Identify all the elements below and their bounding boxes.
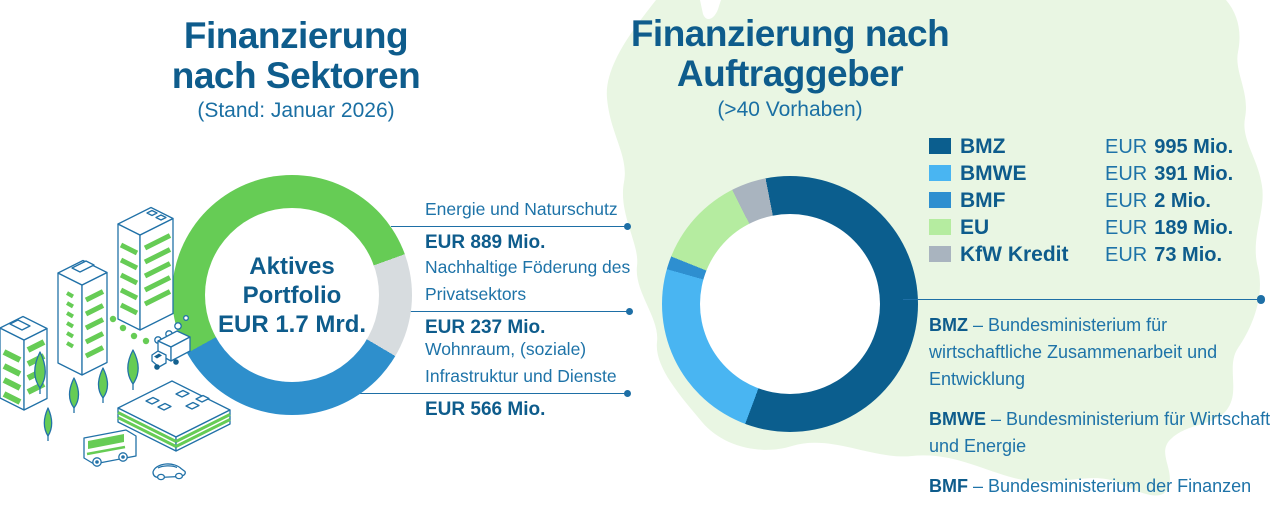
sector-value-wohnraum: EUR 566 Mio. xyxy=(425,399,546,420)
portfolio-center-value: EUR 1.7 Mrd. xyxy=(217,310,367,338)
clients-legend: BMZ EUR 995 Mio. BMWE EUR 391 Mio. BMF EUR… xyxy=(929,135,1274,271)
city-illustration xyxy=(0,206,231,481)
sector-value-privatsektor: EUR 237 Mio. xyxy=(425,317,546,338)
legend-value-bmwe: EUR 391 Mio. xyxy=(1105,163,1234,185)
leader-line-wohnraum xyxy=(358,389,631,397)
legend-label-kfw: KfW Kredit xyxy=(960,243,1069,266)
sectors-donut-chart: Aktives Portfolio EUR 1.7 Mrd. xyxy=(172,175,412,415)
truck-icon xyxy=(151,330,191,370)
legend-label-eu: EU xyxy=(960,216,990,239)
legend-row-bmf: BMF EUR 2 Mio. xyxy=(929,189,1274,217)
right-chart-title: Finanzierung nach Auftraggeber xyxy=(630,13,950,94)
legend-label-bmf: BMF xyxy=(960,189,1006,212)
bus-icon xyxy=(83,429,137,467)
left-chart-subtitle: (Stand: Januar 2026) xyxy=(197,99,395,122)
legend-swatch-bmwe xyxy=(929,165,951,181)
legend-row-kfw: KfW Kredit EUR 73 Mio. xyxy=(929,243,1274,271)
legend-swatch-bmz xyxy=(929,138,951,154)
legend-value-bmf: EUR 2 Mio. xyxy=(1105,190,1211,212)
footnote-bmwe: BMWE – Bundesministerium für Wirtschaft … xyxy=(929,409,1271,456)
portfolio-center-label: Aktives Portfolio xyxy=(242,252,342,309)
leader-line-energie xyxy=(391,222,631,230)
legend-label-bmwe: BMWE xyxy=(960,162,1027,185)
legend-row-bmz: BMZ EUR 995 Mio. xyxy=(929,135,1274,163)
car-icon xyxy=(152,463,186,481)
abbreviation-footnotes: BMZ – Bundesministerium für wirtschaftli… xyxy=(929,312,1279,513)
warehouse-building-icon xyxy=(117,380,231,452)
sector-label-privatsektor: Nachhaltige Föderung des Privatsektors xyxy=(425,257,631,304)
clients-donut-hole xyxy=(700,214,880,394)
footnote-bmf: BMF – Bundesministerium der Finanzen xyxy=(929,476,1252,496)
legend-label-bmz: BMZ xyxy=(960,135,1006,158)
leader-line-privatsektor xyxy=(410,307,633,315)
sector-label-wohnraum: Wohnraum, (soziale) Infrastruktur und Di… xyxy=(425,339,617,386)
legend-value-bmz: EUR 995 Mio. xyxy=(1105,136,1234,158)
sector-label-energie: Energie und Naturschutz xyxy=(425,199,618,219)
sectors-donut-hole: Aktives Portfolio EUR 1.7 Mrd. xyxy=(205,208,379,382)
midrise-building-icon xyxy=(57,259,108,376)
legend-row-bmwe: BMWE EUR 391 Mio. xyxy=(929,162,1274,190)
legend-swatch-bmf xyxy=(929,192,951,208)
legend-separator-line xyxy=(903,295,1265,304)
legend-swatch-kfw xyxy=(929,246,951,262)
sector-value-energie: EUR 889 Mio. xyxy=(425,232,546,253)
tree-icons xyxy=(34,349,139,441)
tower-building-icon xyxy=(117,206,174,331)
footnote-bmz: BMZ – Bundesministerium für wirtschaftli… xyxy=(929,315,1218,389)
clients-donut-chart xyxy=(662,176,918,432)
legend-row-eu: EU EUR 189 Mio. xyxy=(929,216,1274,244)
left-chart-title: Finanzierung nach Sektoren xyxy=(171,15,421,96)
legend-value-eu: EUR 189 Mio. xyxy=(1105,217,1234,239)
legend-value-kfw: EUR 73 Mio. xyxy=(1105,244,1223,266)
legend-swatch-eu xyxy=(929,219,951,235)
right-chart-subtitle: (>40 Vorhaben) xyxy=(717,98,863,121)
